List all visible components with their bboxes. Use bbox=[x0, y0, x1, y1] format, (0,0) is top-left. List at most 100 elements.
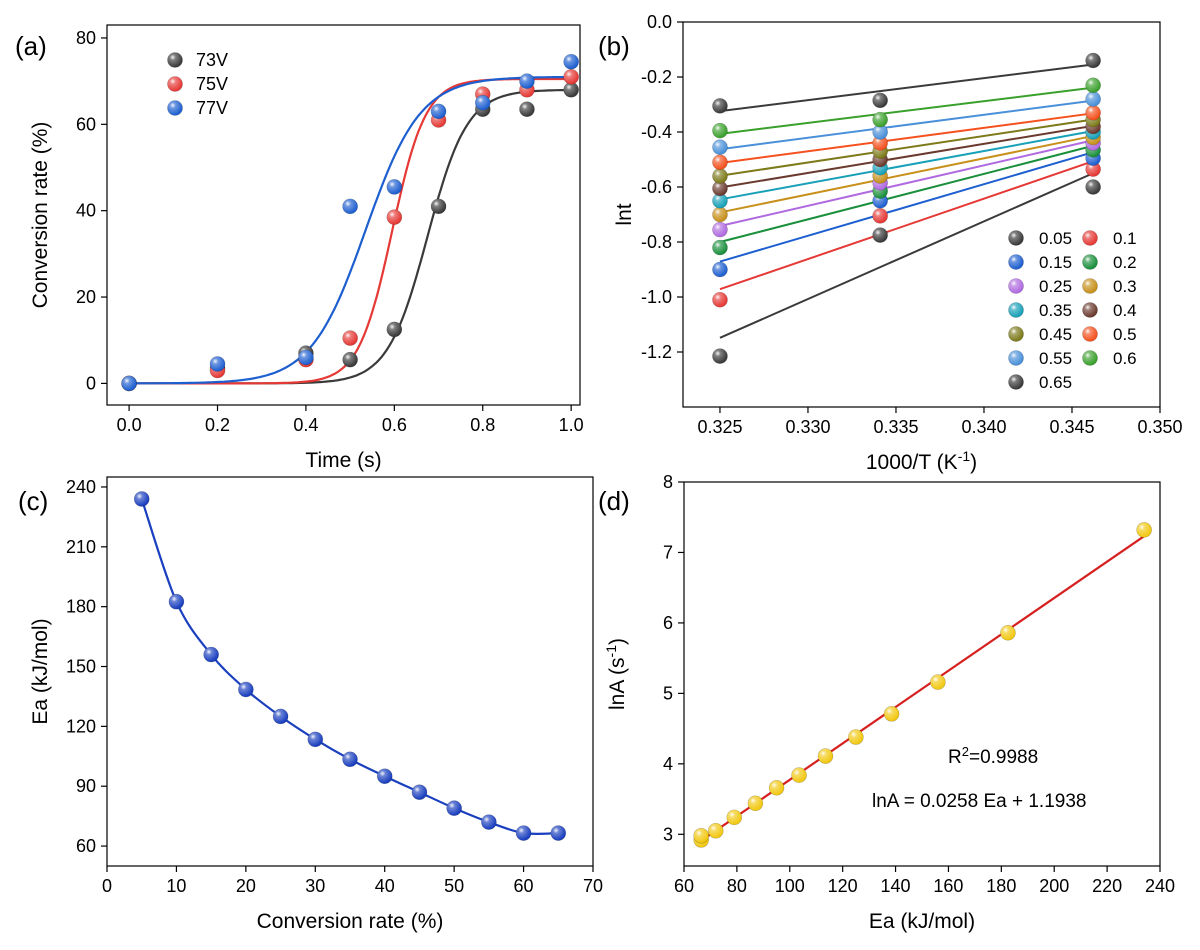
data-point bbox=[307, 731, 324, 748]
data-point-75V bbox=[563, 69, 579, 85]
fit-curve-77V bbox=[129, 75, 572, 385]
y-tick-label: 240 bbox=[66, 477, 96, 497]
legend-marker-0.4 bbox=[1082, 302, 1098, 318]
x-tick-label: 60 bbox=[674, 876, 694, 896]
data-point bbox=[883, 706, 900, 722]
x-tick-label: 80 bbox=[727, 876, 747, 896]
legend-label: 0.5 bbox=[1113, 325, 1137, 344]
legend-marker-0.5 bbox=[1082, 326, 1098, 342]
y-tick-label: 210 bbox=[66, 537, 96, 557]
y-tick-label: 40 bbox=[76, 201, 96, 221]
legend-label: 73V bbox=[196, 50, 228, 70]
data-point bbox=[133, 491, 150, 507]
panel-b: (b) 0.325 0.330 0.335 0.340 0.345 0.350 0.0 -0.2… bbox=[598, 12, 1183, 474]
y-tick-label: 4 bbox=[663, 754, 673, 774]
legend-marker-0.35 bbox=[1008, 302, 1024, 318]
data-point-0.1 bbox=[1085, 161, 1101, 177]
x-tick-label: 120 bbox=[828, 876, 858, 896]
data-point-0.1 bbox=[872, 208, 888, 224]
data-point-73V bbox=[342, 351, 358, 368]
data-point-0.2 bbox=[712, 239, 728, 256]
panel-label: (d) bbox=[598, 486, 630, 516]
legend-label: 75V bbox=[196, 74, 228, 94]
x-tick-label: 70 bbox=[583, 876, 603, 896]
data-point-0.5 bbox=[1085, 104, 1101, 121]
plot-frame bbox=[682, 21, 1161, 408]
data-point-77V bbox=[386, 179, 403, 195]
legend-label: 0.45 bbox=[1039, 325, 1072, 344]
x-tick-label: 0.345 bbox=[1049, 417, 1094, 437]
data-point bbox=[693, 827, 709, 844]
data-point bbox=[238, 681, 254, 698]
y-tick-label: -1.2 bbox=[641, 342, 672, 362]
data-point-0.5 bbox=[872, 135, 888, 151]
panel-d: (d) 60 80 100 120 140 160 180 200 220 240 3 4 5 6 7 8 Ea … bbox=[598, 472, 1175, 933]
y-tick-label: 20 bbox=[76, 287, 96, 307]
x-axis-title: Time (s) bbox=[305, 449, 381, 472]
legend-marker-0.45 bbox=[1008, 326, 1024, 342]
data-point bbox=[817, 748, 834, 764]
legend-marker-0.2 bbox=[1082, 254, 1098, 270]
y-axis-title: Conversion rate (%) bbox=[29, 122, 52, 309]
data-point bbox=[747, 795, 764, 812]
fit-line-0.45 bbox=[719, 118, 1094, 177]
data-point bbox=[481, 814, 497, 830]
data-point-77V bbox=[430, 103, 447, 120]
y-tick-label: 0 bbox=[86, 373, 96, 393]
x-tick-label: 0.335 bbox=[873, 417, 918, 437]
data-point bbox=[726, 809, 743, 826]
y-tick-label: 8 bbox=[663, 472, 673, 492]
y-tick-label: 180 bbox=[66, 597, 96, 617]
plot-frame bbox=[683, 481, 1161, 867]
data-point bbox=[1136, 522, 1152, 538]
fit-equation-annotation: lnA = 0.0258 Ea + 1.1938 bbox=[872, 791, 1086, 812]
y-axis-title: lnA (s-1) bbox=[603, 638, 629, 710]
legend-marker-77V bbox=[167, 100, 183, 116]
data-point-0.4 bbox=[712, 180, 728, 197]
legend-marker-0.65 bbox=[1008, 374, 1024, 390]
legend-label: 0.15 bbox=[1039, 253, 1072, 272]
data-point-0.6 bbox=[712, 122, 728, 139]
legend-marker-0.25 bbox=[1008, 278, 1024, 294]
y-tick-label: -0.2 bbox=[641, 67, 672, 87]
y-tick-label: 150 bbox=[66, 657, 96, 677]
data-point-77V bbox=[298, 349, 314, 366]
data-point-73V bbox=[386, 321, 403, 338]
data-point bbox=[515, 825, 532, 841]
legend-label: 77V bbox=[196, 98, 228, 118]
panel-label: (a) bbox=[15, 31, 47, 61]
fit-line-0.3 bbox=[719, 134, 1094, 214]
data-point bbox=[376, 768, 393, 785]
fit-line-0.05 bbox=[719, 172, 1094, 339]
data-point bbox=[707, 822, 724, 839]
data-point-0.45 bbox=[712, 168, 728, 184]
data-point-0.3 bbox=[712, 206, 728, 223]
fit-line-0.1 bbox=[719, 160, 1094, 291]
data-point-0.05 bbox=[1085, 179, 1101, 195]
x-tick-label: 0.0 bbox=[117, 415, 142, 435]
legend-marker-0.1 bbox=[1082, 230, 1098, 246]
y-tick-label: 7 bbox=[663, 542, 673, 562]
data-point bbox=[848, 729, 864, 745]
data-point-0.25 bbox=[712, 221, 728, 238]
legend-marker-0.55 bbox=[1008, 350, 1024, 366]
legend: 0.05 0.1 0.15 0.2 0.25 0.3 0.35 0.4 0.45 0.5 0.55 0… bbox=[1008, 229, 1137, 392]
legend-marker-73V bbox=[167, 52, 183, 68]
data-point bbox=[446, 800, 462, 816]
data-point-0.55 bbox=[712, 139, 728, 155]
panel-label: (c) bbox=[18, 486, 48, 516]
legend-marker-0.3 bbox=[1082, 278, 1098, 294]
data-point-0.6 bbox=[872, 111, 888, 128]
data-point-0.05 bbox=[872, 227, 888, 243]
x-tick-label: 60 bbox=[514, 876, 534, 896]
legend-label: 0.2 bbox=[1113, 253, 1137, 272]
plot-frame bbox=[106, 24, 581, 406]
x-tick-label: 0.6 bbox=[382, 415, 407, 435]
fit-line-0.4 bbox=[719, 124, 1094, 189]
data-point bbox=[550, 825, 567, 841]
x-tick-label: 20 bbox=[236, 876, 256, 896]
x-tick-label: 30 bbox=[305, 876, 325, 896]
y-tick-label: 3 bbox=[663, 824, 673, 844]
panel-label: (b) bbox=[598, 31, 630, 61]
